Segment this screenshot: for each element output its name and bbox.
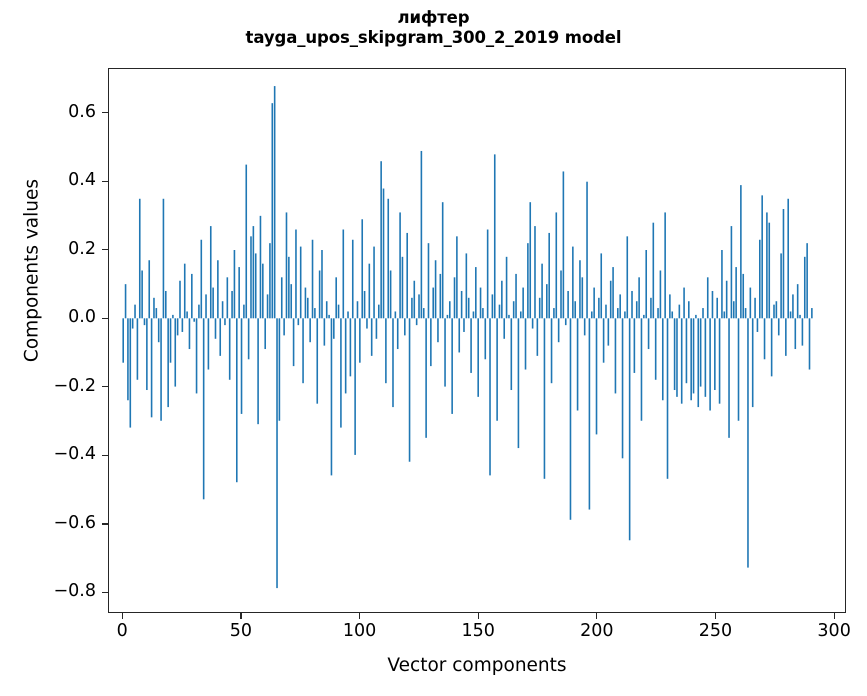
x-tick-label: 250 (698, 621, 733, 641)
y-tick-mark (102, 180, 108, 182)
chart-title: лифтер tayga_upos_skipgram_300_2_2019 mo… (0, 8, 867, 48)
y-tick-label: 0.4 (68, 170, 96, 191)
bar-series-canvas (122, 86, 813, 589)
plot-area (108, 68, 846, 613)
chart-title-line-2: tayga_upos_skipgram_300_2_2019 model (245, 28, 622, 48)
x-tick-label: 150 (461, 621, 495, 641)
y-tick-label: −0.2 (53, 375, 97, 396)
y-tick-mark (102, 523, 108, 525)
x-tick-label: 200 (580, 621, 614, 641)
x-tick-mark (714, 613, 717, 619)
y-tick-label: −0.4 (53, 444, 97, 465)
y-tick-mark (102, 591, 108, 594)
y-tick-label: 0.6 (68, 101, 96, 122)
y-tick-mark (102, 317, 108, 319)
x-tick-label: 300 (817, 621, 851, 641)
x-tick-mark (477, 613, 479, 619)
y-tick-mark (102, 386, 108, 388)
y-tick-label: 0.2 (68, 238, 96, 259)
y-tick-label: −0.6 (53, 512, 97, 533)
x-tick-label: 0 (116, 621, 128, 641)
y-axis-label: Components values (21, 178, 43, 363)
x-tick-mark (240, 613, 242, 619)
x-tick-mark (121, 613, 123, 619)
y-tick-label: −0.8 (53, 581, 97, 602)
y-tick-mark (102, 454, 108, 456)
x-axis-label: Vector components (387, 655, 567, 676)
y-tick-mark (102, 249, 108, 251)
x-tick-mark (596, 613, 598, 619)
x-tick-label: 100 (342, 621, 377, 641)
chart-title-line-1: лифтер (397, 8, 470, 27)
x-tick-mark (833, 613, 835, 619)
y-tick-label: 0.0 (68, 307, 96, 328)
x-tick-mark (359, 613, 361, 619)
y-tick-mark (102, 112, 108, 114)
x-tick-label: 50 (229, 621, 253, 641)
